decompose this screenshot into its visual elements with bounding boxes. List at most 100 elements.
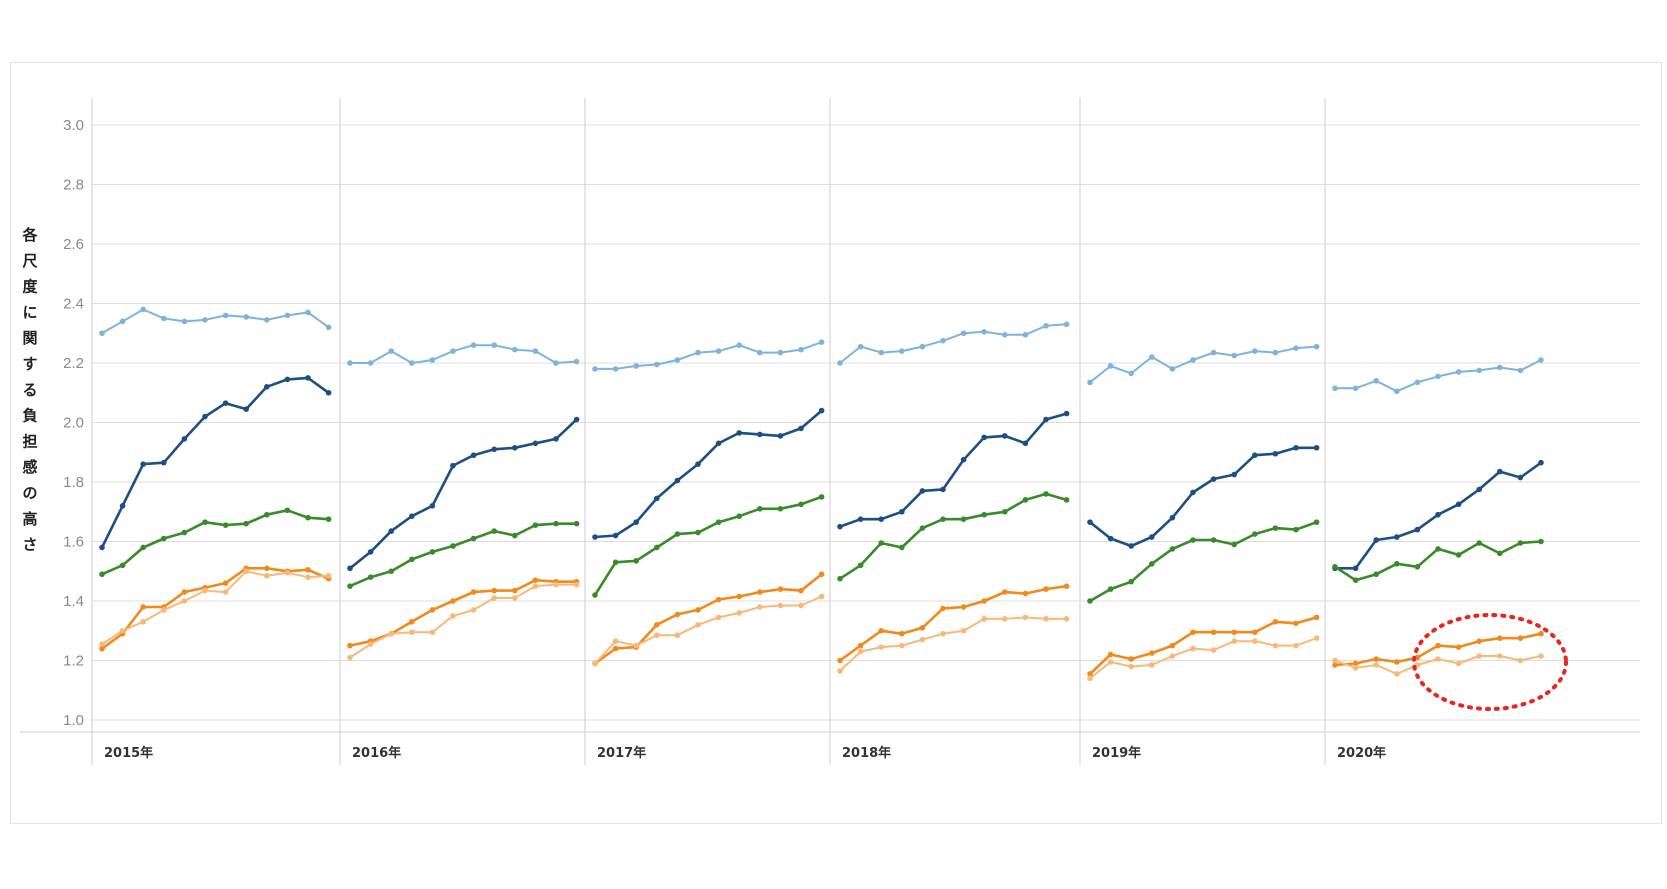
data-point	[960, 627, 967, 634]
y-tick-label: 2.8	[63, 177, 84, 194]
data-point	[1043, 586, 1049, 592]
data-point	[264, 572, 270, 579]
data-point	[1538, 459, 1544, 466]
data-point	[633, 519, 639, 525]
data-point	[367, 549, 374, 555]
data-point	[857, 648, 864, 655]
data-point	[532, 440, 539, 447]
data-point	[1272, 619, 1279, 625]
data-point	[736, 593, 742, 600]
data-point	[181, 436, 188, 442]
y-axis-label-char: さ	[22, 536, 37, 554]
data-point	[512, 346, 518, 353]
data-point	[264, 317, 270, 323]
data-point	[1455, 501, 1462, 508]
series-line	[1089, 616, 1317, 675]
data-point	[284, 507, 291, 514]
data-point	[367, 641, 374, 647]
series-line	[101, 509, 329, 576]
data-point	[899, 630, 905, 637]
data-point	[429, 357, 436, 363]
data-point	[857, 562, 864, 569]
data-point	[140, 544, 146, 551]
y-tick-label: 3.0	[63, 117, 84, 134]
series-line	[594, 573, 823, 665]
data-point	[161, 459, 167, 466]
data-point	[1190, 537, 1196, 543]
data-point	[1497, 468, 1503, 475]
data-point	[981, 328, 987, 335]
data-point	[1002, 433, 1008, 439]
data-point	[715, 596, 722, 603]
data-point	[388, 348, 395, 354]
data-point	[450, 613, 456, 619]
data-point	[1022, 331, 1029, 338]
data-point	[777, 505, 784, 512]
data-point	[1373, 662, 1379, 668]
data-point	[1231, 352, 1237, 359]
data-point	[715, 614, 722, 621]
data-point	[573, 581, 580, 588]
data-point	[1210, 629, 1217, 636]
data-point	[715, 440, 722, 447]
data-point	[222, 580, 229, 586]
data-point	[1435, 373, 1441, 380]
data-point	[1231, 471, 1237, 478]
data-point	[243, 568, 249, 575]
y-axis-label-char: す	[22, 355, 37, 373]
data-point	[409, 556, 415, 563]
data-point	[140, 619, 146, 625]
data-point	[347, 642, 353, 649]
data-point	[919, 343, 926, 350]
series-line	[839, 492, 1067, 580]
data-point	[981, 598, 987, 604]
data-point	[899, 642, 905, 649]
data-point	[512, 444, 518, 451]
data-point	[1373, 571, 1379, 578]
data-point	[119, 627, 126, 634]
data-point	[1394, 671, 1400, 677]
data-point	[1394, 534, 1400, 540]
data-point	[1373, 378, 1379, 384]
data-point	[1190, 645, 1196, 652]
y-tick-label: 1.8	[63, 474, 84, 491]
y-tick-label: 1.2	[63, 653, 84, 670]
data-point	[1063, 497, 1070, 503]
data-point	[857, 642, 864, 649]
data-point	[1231, 638, 1237, 644]
data-point	[202, 519, 208, 525]
data-point	[325, 389, 332, 396]
data-point	[119, 318, 126, 325]
data-point	[99, 645, 105, 652]
y-tick-label: 2.4	[63, 296, 84, 313]
data-point	[757, 604, 763, 610]
data-point	[612, 559, 619, 566]
y-axis-label-char: 高	[22, 510, 37, 528]
data-point	[1107, 659, 1114, 665]
data-point	[736, 610, 742, 616]
data-point	[899, 508, 905, 515]
panel-year-label: 2018年	[842, 745, 891, 761]
data-point	[202, 317, 208, 323]
data-point	[1373, 656, 1379, 662]
data-point	[1476, 653, 1482, 659]
data-point	[612, 645, 619, 652]
data-point	[409, 619, 415, 625]
panel-year-label: 2020年	[1337, 745, 1386, 761]
y-axis-label-char: 度	[22, 278, 38, 296]
data-point	[512, 595, 518, 601]
data-point	[450, 462, 456, 469]
data-point	[553, 360, 559, 366]
data-point	[1252, 531, 1258, 537]
data-point	[981, 434, 987, 441]
data-point	[1476, 540, 1482, 546]
data-point	[592, 366, 598, 372]
data-point	[1517, 657, 1524, 664]
data-point	[736, 342, 742, 348]
data-point	[1517, 635, 1524, 641]
data-point	[1313, 635, 1320, 641]
data-point	[553, 520, 559, 527]
data-point	[1455, 660, 1462, 667]
data-point	[264, 511, 270, 518]
data-point	[757, 505, 763, 512]
